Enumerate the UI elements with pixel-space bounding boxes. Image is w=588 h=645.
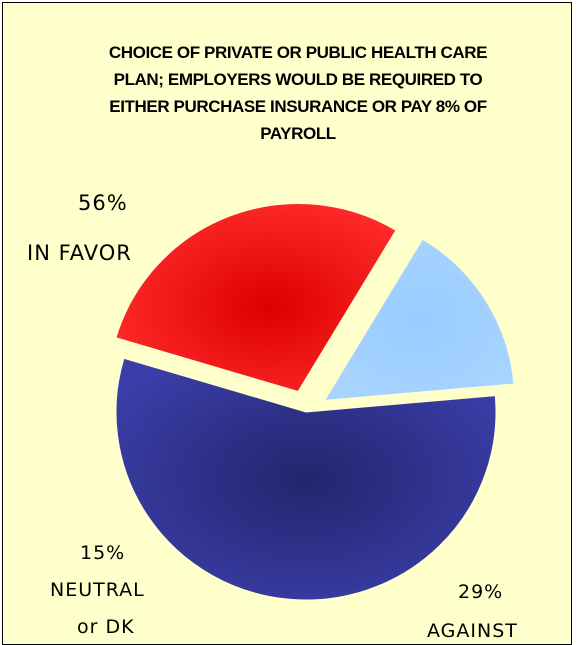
pie-slice-against (115, 203, 397, 393)
slice-label-name-neutral-line2: or DK (77, 616, 135, 638)
pie-slice-neutral-or-dk (323, 238, 515, 401)
slice-label-name-neutral-line1: NEUTRAL (50, 579, 145, 601)
slice-label-name-in-favor: IN FAVOR (27, 241, 132, 265)
slice-label-percent-in-favor: 56% (78, 191, 128, 215)
chart-title: CHOICE OF PRIVATE OR PUBLIC HEALTH CARE … (43, 39, 553, 147)
slice-label-percent-neutral: 15% (80, 542, 125, 564)
chart-title-line-2: PLAN; EMPLOYERS WOULD BE REQUIRED TO (113, 70, 483, 89)
slice-label-name-against: AGAINST (427, 620, 518, 642)
pie-slice-in-favor (115, 357, 497, 601)
chart-title-line-3: EITHER PURCHASE INSURANCE OR PAY 8% OF (109, 97, 487, 116)
chart-title-line-4: PAYROLL (260, 124, 336, 143)
chart-title-line-1: CHOICE OF PRIVATE OR PUBLIC HEALTH CARE (108, 43, 488, 62)
slice-label-percent-against: 29% (458, 581, 503, 603)
